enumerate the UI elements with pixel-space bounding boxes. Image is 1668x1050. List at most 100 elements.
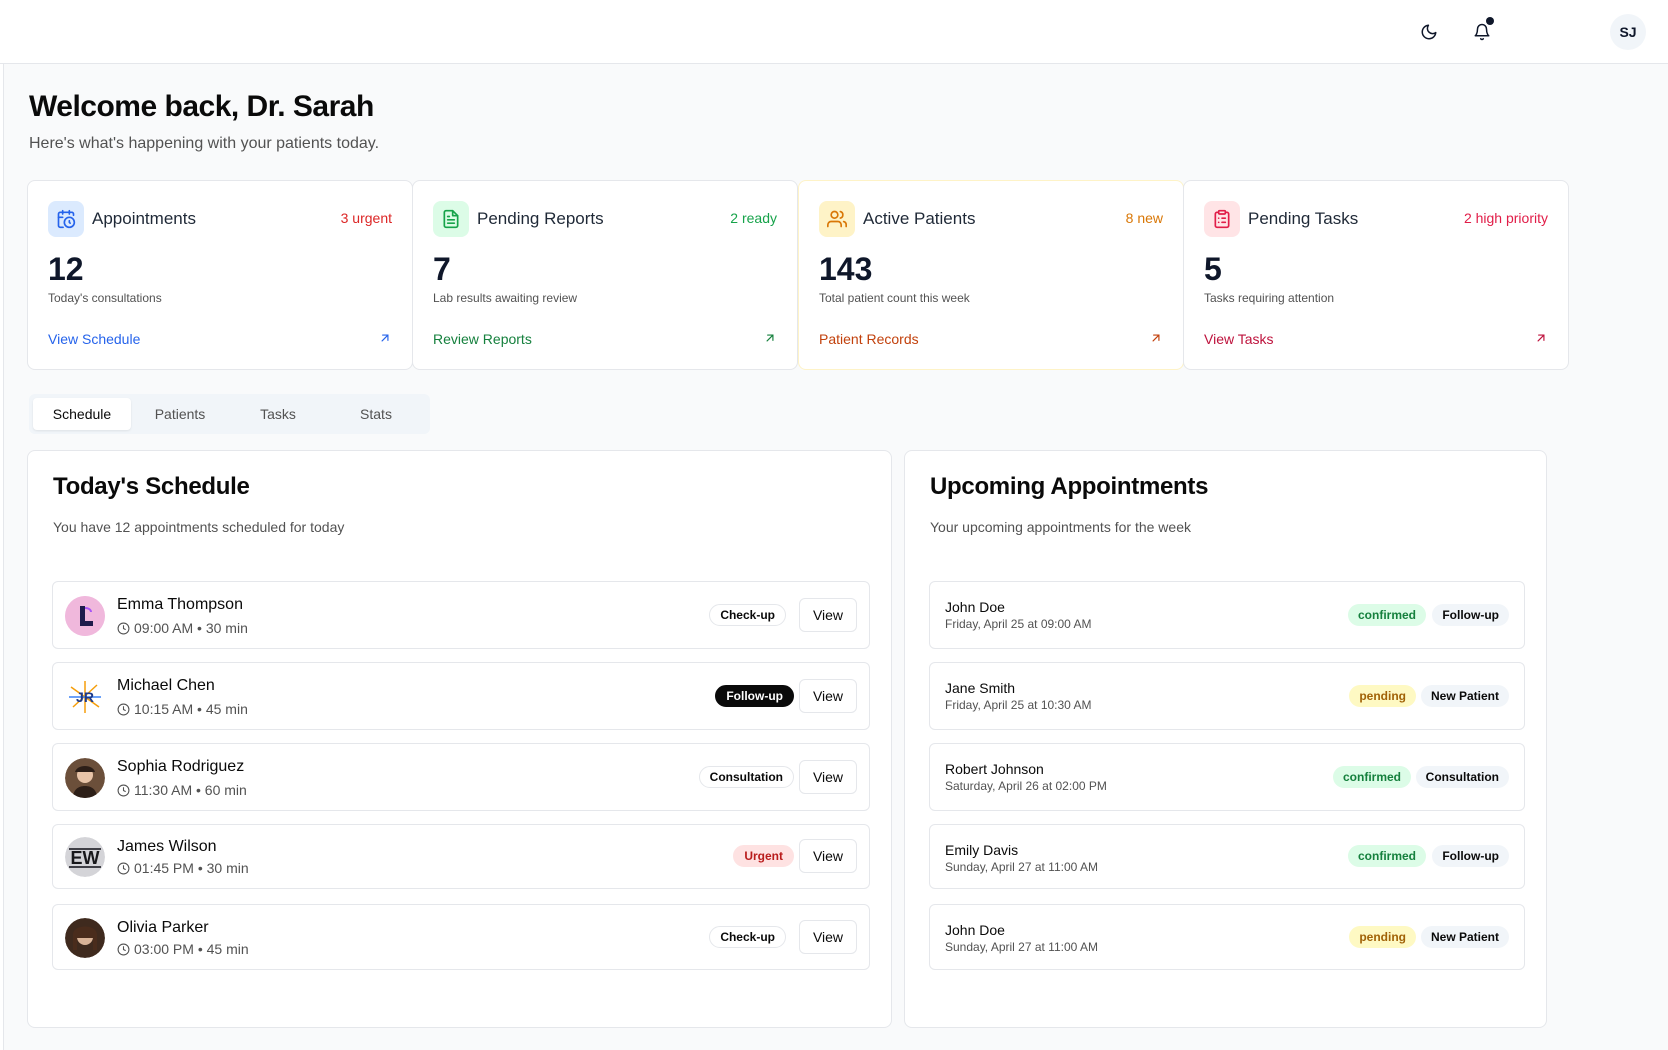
svg-text:JR: JR: [76, 689, 94, 705]
users-icon: [819, 201, 855, 237]
card-title: Active Patients: [863, 209, 976, 228]
card-badge: 8 new: [1125, 210, 1163, 226]
view-button[interactable]: View: [799, 839, 857, 873]
appointment-type-badge: New Patient: [1420, 926, 1509, 948]
arrow-up-right-icon[interactable]: [1149, 331, 1163, 345]
clock-icon: [117, 784, 130, 796]
appointment-row[interactable]: Emily Davis Sunday, April 27 at 11:00 AM…: [929, 824, 1525, 889]
avatar: [65, 596, 105, 636]
appointment-date: Friday, April 25 at 09:00 AM: [945, 617, 1092, 631]
card-description: Tasks requiring attention: [1204, 291, 1335, 305]
time-text: 03:00 PM • 45 min: [134, 941, 249, 957]
arrow-up-right-icon[interactable]: [763, 331, 777, 345]
svg-text:EW: EW: [71, 848, 100, 868]
appointment-row[interactable]: Jane Smith Friday, April 25 at 10:30 AM …: [929, 662, 1525, 730]
appointment-type-badge: Consultation: [1415, 766, 1509, 788]
tab-patients[interactable]: Patients: [154, 406, 206, 422]
clock-icon: [117, 943, 130, 955]
card-value: 143: [819, 251, 873, 287]
appointment-type-badge: Consultation: [698, 766, 794, 788]
main-content: Welcome back, Dr. Sarah Here's what's ha…: [3, 64, 1668, 1050]
tab-stats[interactable]: Stats: [360, 406, 392, 422]
arrow-up-right-icon[interactable]: [378, 331, 392, 345]
appointment-time: 03:00 PM • 45 min: [117, 941, 249, 957]
review-reports-link[interactable]: Review Reports: [433, 331, 532, 347]
appointment-date: Sunday, April 27 at 11:00 AM: [945, 940, 1098, 954]
status-badge: pending: [1349, 685, 1416, 707]
page-title: Welcome back, Dr. Sarah: [29, 90, 374, 123]
appointment-row[interactable]: John Doe Sunday, April 27 at 11:00 AM pe…: [929, 904, 1525, 970]
appointment-date: Sunday, April 27 at 11:00 AM: [945, 860, 1098, 874]
appointment-date: Saturday, April 26 at 02:00 PM: [945, 779, 1107, 793]
card-badge: 2 ready: [730, 210, 777, 226]
bell-icon[interactable]: [1466, 16, 1498, 48]
active-patients-card: Active Patients 8 new 143 Total patient …: [798, 180, 1184, 370]
moon-icon[interactable]: [1413, 16, 1445, 48]
patient-name: Jane Smith: [945, 680, 1016, 696]
clock-icon: [117, 622, 130, 634]
tab-schedule[interactable]: Schedule: [33, 398, 131, 430]
appointment-type-badge: New Patient: [1420, 685, 1509, 707]
schedule-row[interactable]: Emma Thompson 09:00 AM • 30 min Check-up…: [52, 581, 870, 649]
appointment-time: 11:30 AM • 60 min: [117, 782, 247, 798]
appointment-time: 01:45 PM • 30 min: [117, 860, 249, 876]
status-badge: pending: [1349, 926, 1416, 948]
appointment-type-badge: Follow-up: [715, 685, 794, 707]
card-description: Today's consultations: [48, 291, 162, 305]
notification-dot: [1486, 17, 1494, 25]
patient-name: Olivia Parker: [117, 919, 209, 936]
panel-subtitle: You have 12 appointments scheduled for t…: [53, 519, 345, 535]
status-badge: confirmed: [1332, 766, 1411, 788]
time-text: 01:45 PM • 30 min: [134, 860, 249, 876]
appointment-row[interactable]: John Doe Friday, April 25 at 09:00 AM co…: [929, 581, 1525, 649]
card-description: Total patient count this week: [819, 291, 970, 305]
patient-name: Robert Johnson: [945, 761, 1044, 777]
patient-name: James Wilson: [117, 838, 217, 855]
arrow-up-right-icon[interactable]: [1534, 331, 1548, 345]
avatar: JR: [65, 677, 105, 717]
pending-tasks-card: Pending Tasks 2 high priority 5 Tasks re…: [1183, 180, 1569, 370]
todays-schedule-panel: Today's Schedule You have 12 appointment…: [27, 450, 892, 1028]
card-description: Lab results awaiting review: [433, 291, 578, 305]
patient-name: Emily Davis: [945, 842, 1019, 858]
panel-title: Upcoming Appointments: [930, 473, 1209, 500]
patient-name: Sophia Rodriguez: [117, 758, 245, 775]
clipboard-list-icon: [1204, 201, 1240, 237]
view-schedule-link[interactable]: View Schedule: [48, 331, 141, 347]
schedule-row[interactable]: Olivia Parker 03:00 PM • 45 min Check-up…: [52, 904, 870, 970]
schedule-row[interactable]: EW James Wilson 01:45 PM • 30 min Urgent…: [52, 824, 870, 889]
appointment-type-badge: Follow-up: [1432, 604, 1509, 626]
patient-name: John Doe: [945, 922, 1005, 938]
page-subtitle: Here's what's happening with your patien…: [29, 135, 380, 152]
avatar: [65, 918, 105, 958]
time-text: 11:30 AM • 60 min: [134, 782, 247, 798]
appointment-time: 09:00 AM • 30 min: [117, 620, 248, 636]
patient-records-link[interactable]: Patient Records: [819, 331, 919, 347]
view-tasks-link[interactable]: View Tasks: [1204, 331, 1274, 347]
schedule-row[interactable]: Sophia Rodriguez 11:30 AM • 60 min Consu…: [52, 743, 870, 811]
appointment-type-badge: Urgent: [733, 845, 794, 867]
upcoming-appointments-panel: Upcoming Appointments Your upcoming appo…: [904, 450, 1547, 1028]
appointment-date: Friday, April 25 at 10:30 AM: [945, 698, 1092, 712]
view-button[interactable]: View: [799, 598, 857, 632]
patient-name: Emma Thompson: [117, 596, 243, 613]
view-button[interactable]: View: [799, 679, 857, 713]
card-title: Pending Tasks: [1248, 209, 1359, 228]
appointment-time: 10:15 AM • 45 min: [117, 701, 248, 717]
card-title: Pending Reports: [477, 209, 604, 228]
patient-name: John Doe: [945, 599, 1005, 615]
view-button[interactable]: View: [799, 760, 857, 794]
appointment-row[interactable]: Robert Johnson Saturday, April 26 at 02:…: [929, 743, 1525, 811]
card-value: 12: [48, 251, 84, 287]
calendar-clock-icon: [48, 201, 84, 237]
panel-subtitle: Your upcoming appointments for the week: [930, 519, 1191, 535]
view-button[interactable]: View: [799, 920, 857, 954]
appointment-type-badge: Follow-up: [1432, 845, 1509, 867]
user-avatar[interactable]: SJ: [1610, 14, 1646, 50]
tab-tasks[interactable]: Tasks: [260, 406, 296, 422]
clock-icon: [117, 703, 130, 715]
time-text: 09:00 AM • 30 min: [134, 620, 248, 636]
schedule-row[interactable]: JR Michael Chen 10:15 AM • 45 min Follow…: [52, 662, 870, 730]
card-value: 5: [1204, 251, 1222, 287]
file-text-icon: [433, 201, 469, 237]
